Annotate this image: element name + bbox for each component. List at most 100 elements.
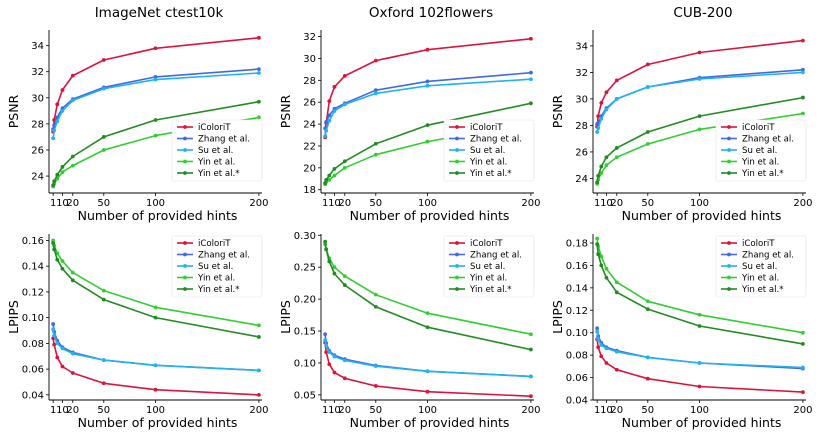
y-tick-label: 0.14 (22, 262, 44, 273)
data-point (332, 370, 337, 375)
data-point (373, 304, 378, 309)
legend-label: Yin et al.* (469, 285, 512, 295)
legend-marker (455, 125, 459, 129)
data-point (51, 136, 56, 141)
data-point (596, 126, 601, 130)
y-tick-label: 0.10 (22, 313, 44, 324)
legend-marker (183, 136, 187, 141)
legend-label: iColoriT (198, 239, 231, 249)
data-point (332, 354, 337, 359)
data-point (70, 351, 75, 356)
legend-marker (183, 264, 187, 268)
legend-label: Zhang et al. (198, 251, 250, 261)
legend-marker (727, 136, 731, 141)
x-tick-label: 100 (418, 405, 437, 416)
data-point (645, 142, 650, 146)
data-point (373, 292, 378, 297)
data-point (342, 102, 347, 107)
y-tick-label: 28 (575, 121, 588, 132)
x-tick-label: 200 (249, 198, 268, 209)
y-tick-label: 0.08 (22, 339, 44, 350)
y-tick-label: 20 (303, 163, 316, 174)
y-tick-label: 0.04 (566, 396, 588, 407)
data-point (342, 165, 347, 170)
data-point (60, 346, 65, 351)
x-tick-label: 100 (690, 405, 709, 416)
data-point (528, 70, 533, 75)
y-tick-label: 0.20 (294, 295, 316, 306)
data-point (327, 350, 332, 355)
x-axis-label: Number of provided hints (350, 208, 510, 223)
y-axis-label: PSNR (278, 94, 293, 128)
legend-marker (727, 125, 731, 129)
data-point (323, 332, 328, 337)
y-tick-label: 24 (31, 172, 44, 183)
x-tick-label: 100 (146, 198, 165, 209)
legend-marker (727, 171, 731, 175)
data-point (599, 171, 604, 176)
data-point (153, 46, 158, 51)
data-point (256, 392, 261, 397)
legend-label: Yin et al. (197, 158, 235, 168)
y-tick-label: 26 (31, 145, 44, 156)
data-point (645, 376, 650, 381)
legend-marker (727, 241, 731, 245)
y-tick-label: 0.16 (566, 261, 588, 272)
data-point (595, 236, 600, 241)
data-point (599, 343, 604, 347)
data-point (425, 79, 430, 84)
data-point (51, 241, 56, 245)
y-tick-label: 26 (303, 98, 316, 109)
legend: iColoriT Zhang et al.Su et al. Yin et al.Y… (443, 235, 535, 298)
data-point (327, 362, 332, 367)
data-point (528, 77, 533, 82)
data-point (323, 181, 328, 186)
data-point (645, 130, 650, 134)
data-point (596, 173, 601, 178)
y-tick-label: 0.10 (566, 328, 588, 339)
x-axis-label: Number of provided hints (78, 415, 238, 430)
data-point (697, 127, 702, 132)
legend-label: Zhang et al. (470, 251, 522, 261)
series-line (324, 241, 532, 351)
series-line (52, 338, 259, 396)
data-point (323, 134, 328, 139)
data-point (528, 374, 533, 379)
data-point (425, 369, 430, 374)
legend-label: Yin et al. (469, 274, 507, 284)
legend-marker (455, 159, 459, 164)
y-axis-label: PSNR (6, 94, 21, 128)
data-point (153, 305, 158, 310)
y-tick-label: 34 (575, 41, 588, 52)
data-point (604, 275, 609, 280)
x-axis-label: Number of provided hints (622, 208, 782, 223)
data-point (153, 77, 158, 82)
legend-marker (455, 171, 459, 175)
series-line (596, 39, 803, 127)
legend-marker (455, 287, 459, 291)
y-tick-label: 30 (31, 93, 44, 104)
x-axis-label: Number of provided hints (350, 415, 510, 430)
data-point (101, 58, 106, 62)
data-point (342, 74, 347, 78)
data-point (324, 177, 329, 182)
data-point (425, 83, 430, 88)
legend-marker (727, 148, 731, 152)
x-tick-label: 200 (521, 198, 540, 209)
legend-box (171, 119, 263, 182)
data-point (70, 270, 75, 275)
data-point (342, 358, 347, 363)
legend: iColoriT Zhang et al.Su et al. Yin et al.Y… (171, 235, 263, 298)
x-axis-label: Number of provided hints (622, 415, 782, 430)
legend-marker (183, 252, 187, 257)
y-tick-label: 28 (303, 76, 316, 87)
x-tick-label: 50 (369, 405, 382, 416)
y-tick-label: 32 (575, 68, 588, 79)
data-point (327, 259, 332, 264)
y-tick-label: 0.16 (22, 236, 44, 247)
legend-box (715, 235, 807, 298)
legend-marker (455, 136, 459, 141)
y-tick-label: 32 (303, 32, 316, 43)
data-point (342, 274, 347, 279)
